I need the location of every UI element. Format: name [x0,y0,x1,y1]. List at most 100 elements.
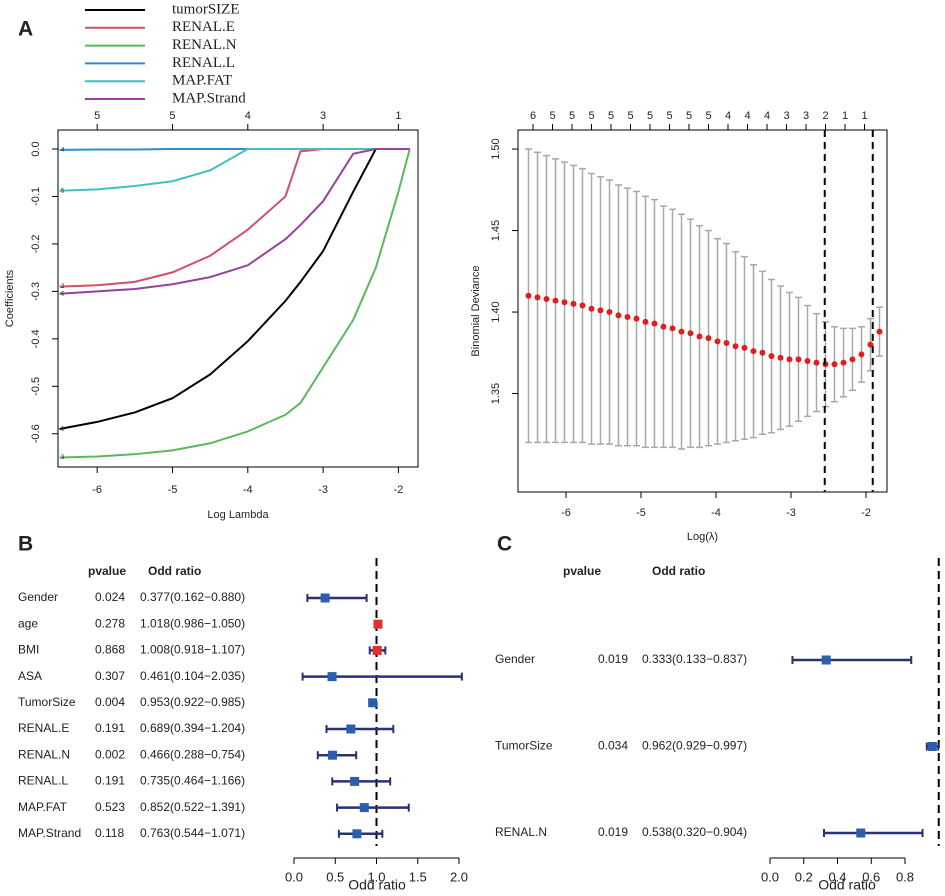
odds-ratio-text: 0.962(0.929−0.997) [642,739,747,753]
cv-point [741,344,748,351]
estimate-square [373,619,383,629]
row-label: ASA [18,669,42,683]
top-tick-label: 3 [803,110,809,122]
odds-ratio-text: 0.689(0.394−1.204) [140,721,245,735]
top-tick-label: 4 [725,110,731,122]
top-tick-label: 5 [705,110,711,122]
row-label: TumorSize [495,739,553,753]
row-label: MAP.FAT [18,800,68,814]
cv-point [723,340,730,347]
row-label: RENAL.L [18,774,68,788]
top-tick-label: 3 [320,110,326,122]
legend-label: RENAL.L [172,55,235,71]
column-header: Odd ratio [148,564,201,578]
coefficient-path [59,147,410,295]
panel-label: C [497,533,512,556]
odds-ratio-text: 0.333(0.133−0.837) [642,652,747,666]
cv-point [777,354,784,361]
x-tick-label: 1.5 [409,869,427,884]
estimate-square [821,655,831,665]
line-label: 6 [61,291,65,297]
cv-point [606,309,613,316]
top-tick-label: 2 [822,110,828,122]
odds-ratio-text: 0.377(0.162−0.880) [140,590,245,604]
column-header: pvalue [563,564,601,578]
top-tick-label: 4 [764,110,770,122]
y-tick-label: 1.45 [490,220,502,241]
x-axis-title: Log(λ) [687,531,718,543]
p-value: 0.004 [95,695,125,709]
cv-point [795,356,802,363]
row-label: BMI [18,643,39,657]
cv-point [849,356,856,363]
cv-point [840,359,847,366]
top-tick-label: 4 [245,110,251,122]
x-tick-label: -4 [711,507,721,519]
p-value: 0.523 [95,800,125,814]
p-value: 0.278 [95,616,125,630]
line-label: 4 [61,148,65,154]
x-tick-label: 0.2 [795,869,813,884]
plot-frame [57,129,419,468]
odds-ratio-text: 0.735(0.464−1.166) [140,774,245,788]
p-value: 0.191 [95,774,125,788]
y-tick-label: -0.1 [30,187,42,206]
cv-point [597,307,604,314]
panel-label: A [18,18,33,41]
estimate-square [368,698,378,708]
p-value: 0.191 [95,721,125,735]
cv-point [588,305,595,312]
cv-point [633,315,640,322]
y-tick-label: 1.40 [490,301,502,322]
x-tick-label: -2 [394,484,404,496]
p-value: 0.118 [95,826,124,840]
cv-point [624,313,631,320]
row-label: TumorSize [18,695,76,709]
estimate-square [327,672,337,682]
top-tick-label: 5 [666,110,672,122]
x-tick-label: -5 [636,507,646,519]
top-tick-label: 5 [608,110,614,122]
odds-ratio-text: 1.008(0.918−1.107) [140,643,245,657]
top-tick-label: 5 [549,110,555,122]
y-tick-label: 0.0 [30,141,42,156]
x-tick-label: -5 [168,484,178,496]
y-tick-label: -0.5 [30,377,42,396]
cv-point [813,359,820,366]
cv-point [660,323,667,330]
y-tick-label: -0.2 [30,234,42,253]
odds-ratio-text: 0.461(0.104−2.035) [140,669,245,683]
top-tick-label: 5 [588,110,594,122]
legend-label: RENAL.E [172,19,235,35]
p-value: 0.019 [598,825,628,839]
estimate-square [346,724,356,734]
y-tick-label: -0.6 [30,424,42,443]
x-tick-label: -6 [92,484,102,496]
cv-point [552,297,559,304]
cv-point [642,318,649,325]
cv-point [696,333,703,340]
cv-point [750,348,757,355]
p-value: 0.002 [95,747,125,761]
cv-point [876,328,883,335]
panel-label: B [18,533,33,556]
top-tick-label: 5 [686,110,692,122]
cv-point [786,356,793,363]
y-tick-label: -0.3 [30,282,42,301]
x-axis-title: Odd ratio [348,877,406,893]
estimate-square [327,750,337,760]
cv-point [687,330,694,337]
top-tick-label: 3 [783,110,789,122]
top-tick-label: 1 [842,110,848,122]
top-tick-label: 5 [94,110,100,122]
row-label: Gender [18,590,58,604]
estimate-square [320,593,330,603]
estimate-square [359,803,369,813]
cv-point [543,296,550,303]
top-tick-label: 5 [647,110,653,122]
y-axis-title: Coefficients [4,269,16,327]
top-tick-label: 5 [169,110,175,122]
cv-point [534,294,541,301]
odds-ratio-text: 0.538(0.320−0.904) [642,825,747,839]
row-label: MAP.Strand [18,826,81,840]
